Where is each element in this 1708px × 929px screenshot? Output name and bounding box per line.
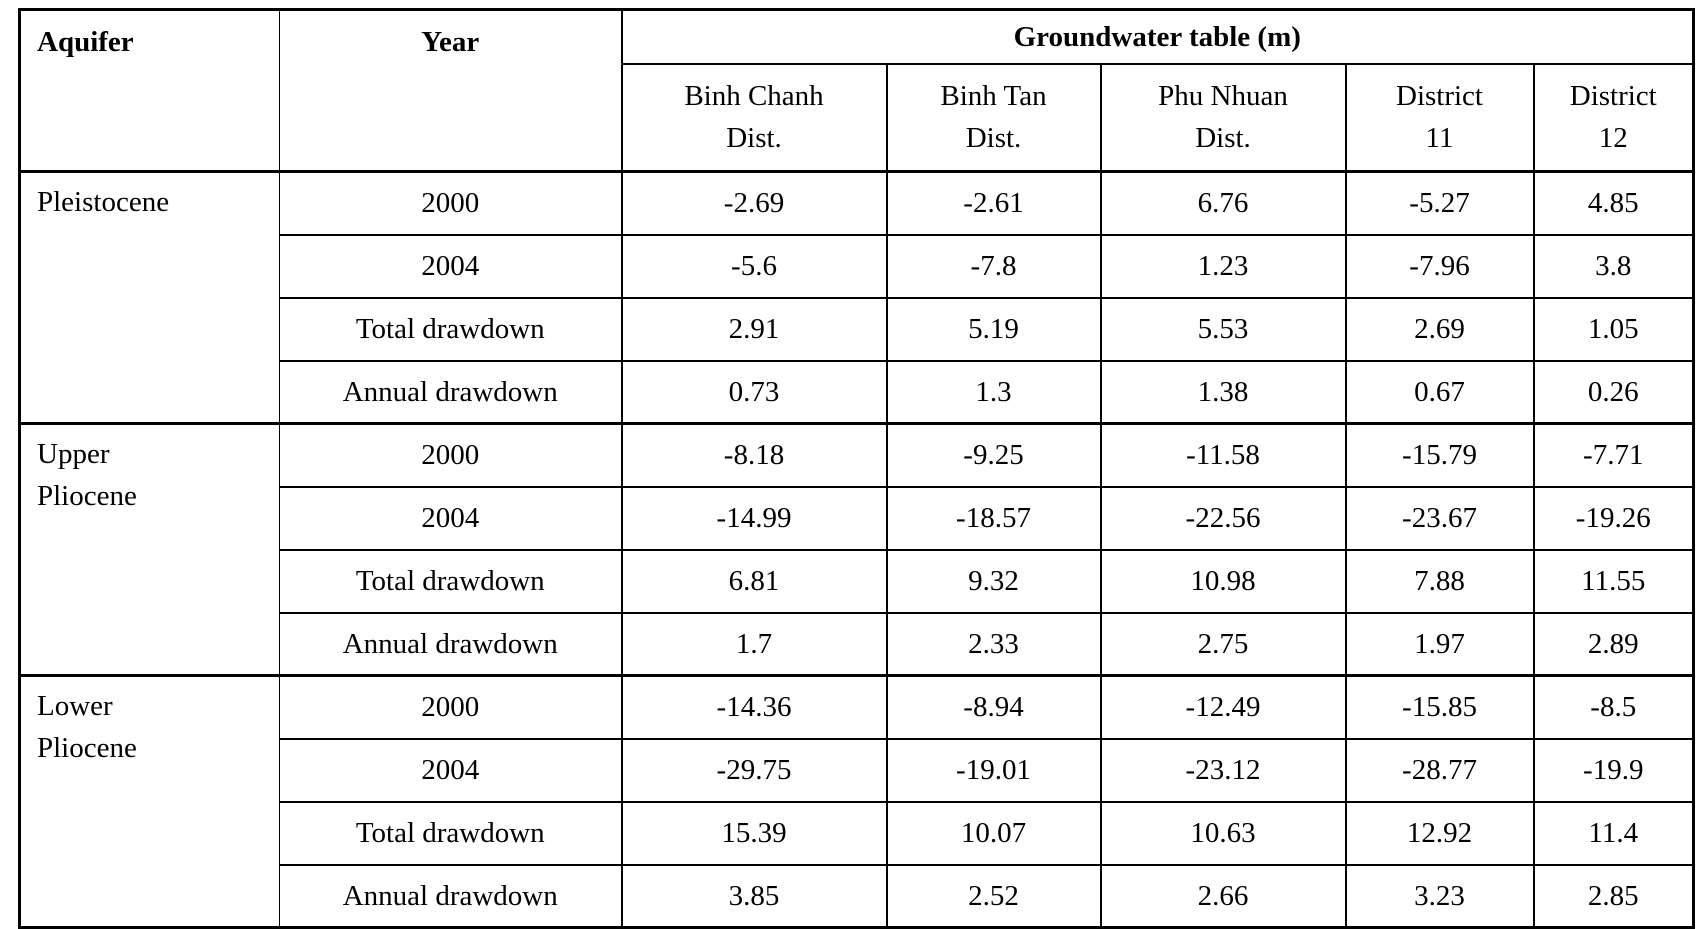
header-year: Year xyxy=(279,8,623,173)
column-header: Binh Tan Dist. xyxy=(885,62,1102,173)
row-label-cell: 2000 xyxy=(279,422,623,488)
value-cell: 6.81 xyxy=(620,548,888,614)
value-cell: -23.67 xyxy=(1344,485,1535,551)
value-cell: 4.85 xyxy=(1532,170,1695,236)
value-cell: 5.19 xyxy=(885,296,1102,362)
value-cell: -2.61 xyxy=(885,170,1102,236)
value-cell: -8.5 xyxy=(1532,674,1695,740)
value-cell: -5.27 xyxy=(1344,170,1535,236)
value-cell: 1.3 xyxy=(885,359,1102,425)
row-label-cell: Total drawdown xyxy=(279,800,623,866)
value-cell: -14.36 xyxy=(620,674,888,740)
value-cell: 10.98 xyxy=(1099,548,1347,614)
value-cell: 1.97 xyxy=(1344,611,1535,677)
value-cell: 3.23 xyxy=(1344,863,1535,929)
value-cell: -8.18 xyxy=(620,422,888,488)
value-cell: -19.01 xyxy=(885,737,1102,803)
value-cell: 3.85 xyxy=(620,863,888,929)
value-cell: -19.26 xyxy=(1532,485,1695,551)
value-cell: -15.79 xyxy=(1344,422,1535,488)
row-label-cell: Total drawdown xyxy=(279,548,623,614)
value-cell: 1.38 xyxy=(1099,359,1347,425)
table-row: 2004 -14.99 -18.57 -22.56 -23.67 -19.26 xyxy=(20,485,1695,551)
table-row: Annual drawdown 3.85 2.52 2.66 3.23 2.85 xyxy=(20,863,1695,929)
column-header: Binh Chanh Dist. xyxy=(620,62,888,173)
row-label-cell: 2000 xyxy=(279,674,623,740)
value-cell: -14.99 xyxy=(620,485,888,551)
row-label-cell: 2004 xyxy=(279,737,623,803)
value-cell: 1.05 xyxy=(1532,296,1695,362)
table-row: Annual drawdown 0.73 1.3 1.38 0.67 0.26 xyxy=(20,359,1695,425)
table-row: Total drawdown 2.91 5.19 5.53 2.69 1.05 xyxy=(20,296,1695,362)
value-cell: -22.56 xyxy=(1099,485,1347,551)
row-label-cell: Total drawdown xyxy=(279,296,623,362)
aquifer-group-cell: Lower Pliocene xyxy=(18,674,280,929)
value-cell: -2.69 xyxy=(620,170,888,236)
value-cell: 2.85 xyxy=(1532,863,1695,929)
value-cell: 10.07 xyxy=(885,800,1102,866)
table-row: Total drawdown 15.39 10.07 10.63 12.92 11.4 xyxy=(20,800,1695,866)
table-row: 2004 -29.75 -19.01 -23.12 -28.77 -19.9 xyxy=(20,737,1695,803)
table-row: Pleistocene 2000 -2.69 -2.61 6.76 -5.27 4.85 xyxy=(18,170,1695,425)
table-row: 2004 -5.6 -7.8 1.23 -7.96 3.8 xyxy=(20,233,1695,299)
value-cell: 7.88 xyxy=(1344,548,1535,614)
column-header: District 12 xyxy=(1532,62,1695,173)
value-cell: 2.33 xyxy=(885,611,1102,677)
value-cell: -9.25 xyxy=(885,422,1102,488)
column-header-row: Binh Chanh Dist. Binh Tan Dist. Phu Nhuan … xyxy=(20,62,1695,173)
aquifer-group-cell: Pleistocene xyxy=(18,170,280,425)
value-cell: 12.92 xyxy=(1344,800,1535,866)
value-cell: -12.49 xyxy=(1099,674,1347,740)
value-cell: 2.75 xyxy=(1099,611,1347,677)
value-cell: -23.12 xyxy=(1099,737,1347,803)
value-cell: -7.96 xyxy=(1344,233,1535,299)
value-cell: -5.6 xyxy=(620,233,888,299)
value-cell: 2.66 xyxy=(1099,863,1347,929)
value-cell: 0.26 xyxy=(1532,359,1695,425)
value-cell: 2.69 xyxy=(1344,296,1535,362)
value-cell: -15.85 xyxy=(1344,674,1535,740)
row-label-cell: 2004 xyxy=(279,233,623,299)
groundwater-table: Aquifer Year Groundwater table (m) Binh … xyxy=(18,8,1695,929)
value-cell: 3.8 xyxy=(1532,233,1695,299)
row-label-cell: Annual drawdown xyxy=(279,611,623,677)
row-label-cell: 2004 xyxy=(279,485,623,551)
value-cell: 10.63 xyxy=(1099,800,1347,866)
value-cell: 0.73 xyxy=(620,359,888,425)
table-row: Lower Pliocene 2000 -14.36 -8.94 -12.49 -15.8… xyxy=(18,674,1695,929)
value-cell: -19.9 xyxy=(1532,737,1695,803)
value-cell: 1.7 xyxy=(620,611,888,677)
value-cell: 6.76 xyxy=(1099,170,1347,236)
row-label-cell: Annual drawdown xyxy=(279,359,623,425)
value-cell: 1.23 xyxy=(1099,233,1347,299)
value-cell: -11.58 xyxy=(1099,422,1347,488)
value-cell: -7.8 xyxy=(885,233,1102,299)
aquifer-group-cell: Upper Pliocene xyxy=(18,422,280,677)
value-cell: 9.32 xyxy=(885,548,1102,614)
table-row: Total drawdown 6.81 9.32 10.98 7.88 11.55 xyxy=(20,548,1695,614)
column-header: District 11 xyxy=(1344,62,1535,173)
value-cell: 11.55 xyxy=(1532,548,1695,614)
value-cell: 2.89 xyxy=(1532,611,1695,677)
row-label-cell: Annual drawdown xyxy=(279,863,623,929)
value-cell: 11.4 xyxy=(1532,800,1695,866)
header-groundwater-table: Groundwater table (m) xyxy=(620,8,1695,65)
header-aquifer: Aquifer xyxy=(18,8,280,173)
value-cell: -18.57 xyxy=(885,485,1102,551)
column-header: Phu Nhuan Dist. xyxy=(1099,62,1347,173)
value-cell: 2.52 xyxy=(885,863,1102,929)
value-cell: -7.71 xyxy=(1532,422,1695,488)
value-cell: -29.75 xyxy=(620,737,888,803)
value-cell: 2.91 xyxy=(620,296,888,362)
table-row: Upper Pliocene 2000 -8.18 -9.25 -11.58 -15.79… xyxy=(18,422,1695,677)
value-cell: 15.39 xyxy=(620,800,888,866)
value-cell: -8.94 xyxy=(885,674,1102,740)
value-cell: -28.77 xyxy=(1344,737,1535,803)
table-row: Annual drawdown 1.7 2.33 2.75 1.97 2.89 xyxy=(20,611,1695,677)
value-cell: 5.53 xyxy=(1099,296,1347,362)
row-label-cell: 2000 xyxy=(279,170,623,236)
value-cell: 0.67 xyxy=(1344,359,1535,425)
